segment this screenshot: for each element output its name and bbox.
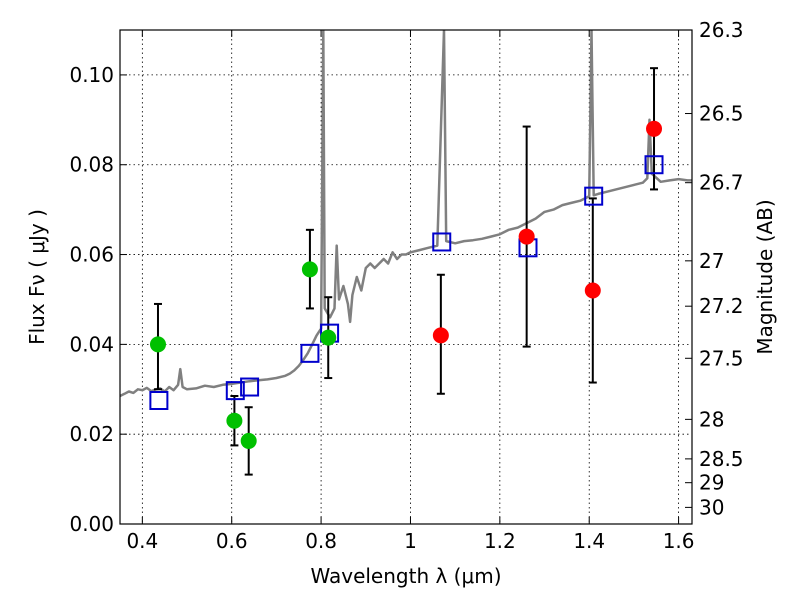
x-tick-label: 0.8 (305, 529, 337, 553)
square-marker (240, 377, 260, 397)
circle-marker (646, 120, 663, 137)
square-marker (300, 343, 320, 363)
right-tick-label: 26.7 (699, 171, 744, 195)
right-tick-label: 30 (699, 495, 724, 519)
right-tick-label: 27 (699, 249, 724, 273)
x-tick-label: 0.6 (216, 529, 248, 553)
circle-marker (240, 432, 257, 449)
circle-marker (226, 412, 243, 429)
square-marker (644, 155, 664, 175)
y-tick-label: 0.00 (69, 512, 114, 536)
y-tick-label: 0.10 (69, 63, 114, 87)
circle-marker (149, 336, 166, 353)
circle-marker (301, 261, 318, 278)
right-tick-label: 28.5 (699, 447, 744, 471)
square-marker (432, 232, 452, 252)
right-axis-label: Magnitude (AB) (753, 199, 777, 354)
plot-frame (119, 29, 693, 525)
model-spectrum-line (120, 30, 692, 398)
y-tick-label: 0.06 (69, 243, 114, 267)
y-tick-label: 0.08 (69, 153, 114, 177)
right-tick-label: 26.3 (699, 18, 744, 42)
right-tick-label: 27.2 (699, 294, 744, 318)
x-tick-label: 1.6 (663, 529, 695, 553)
square-marker (584, 186, 604, 206)
square-marker (149, 391, 169, 410)
right-tick-label: 28 (699, 407, 724, 431)
grid (120, 30, 692, 525)
model-spectrum (120, 30, 692, 398)
x-tick-label: 1 (404, 529, 417, 553)
ticks: 0.4 0.6 0.8 1 1.2 1.4 1.6 0.00 0.02 0.04 0.06 0.08 0… (69, 18, 743, 553)
circle-marker (518, 228, 535, 245)
x-tick-label: 0.4 (126, 529, 158, 553)
x-tick-label: 1.4 (573, 529, 605, 553)
circle-marker (584, 282, 601, 299)
x-axis-label: Wavelength λ (μm) (310, 564, 501, 588)
y-tick-label: 0.04 (69, 332, 114, 356)
right-tick-label: 26.5 (699, 102, 744, 126)
x-tick-label: 1.2 (484, 529, 516, 553)
square-marker (225, 381, 245, 401)
y-tick-label: 0.02 (69, 422, 114, 446)
error-bars (153, 67, 659, 476)
y-axis-label: Flux Fν ( μJy ) (25, 209, 49, 345)
data-markers (149, 120, 664, 449)
circle-marker (320, 329, 337, 346)
right-tick-label: 29 (699, 471, 724, 495)
circle-marker (432, 327, 449, 344)
right-tick-label: 27.5 (699, 346, 744, 370)
